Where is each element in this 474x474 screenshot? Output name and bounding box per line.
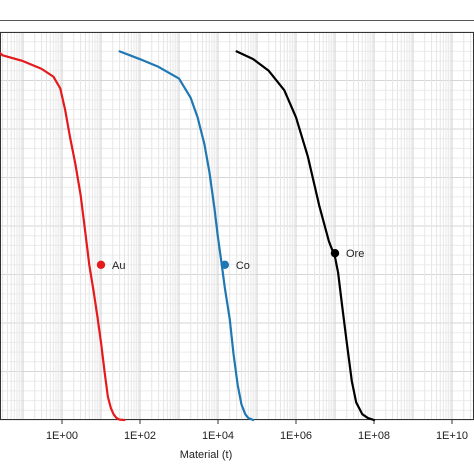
x-tick-label: 1E+06 bbox=[280, 430, 312, 442]
x-tick-label: 1E+02 bbox=[124, 430, 156, 442]
series-line-au bbox=[0, 51, 126, 422]
x-axis: 1E+00 1E+02 1E+04 1E+06 1E+08 1E+10 bbox=[46, 420, 468, 442]
x-tick-label: 1E+04 bbox=[202, 430, 234, 442]
marker-co bbox=[220, 260, 230, 269]
x-tick-label: 1E+10 bbox=[436, 430, 468, 442]
x-tick-label: 1E+00 bbox=[46, 430, 78, 442]
grid bbox=[0, 31, 474, 421]
series-markers: Au Co Ore bbox=[96, 248, 364, 272]
series-line-co bbox=[118, 50, 255, 422]
point-label-au: Au bbox=[112, 260, 125, 272]
point-label-co: Co bbox=[236, 260, 250, 272]
x-axis-title: Material (t) bbox=[180, 449, 233, 461]
x-tick-label: 1E+08 bbox=[358, 430, 390, 442]
marker-au bbox=[96, 260, 106, 269]
point-label-ore: Ore bbox=[346, 248, 364, 260]
marker-ore bbox=[330, 248, 340, 258]
